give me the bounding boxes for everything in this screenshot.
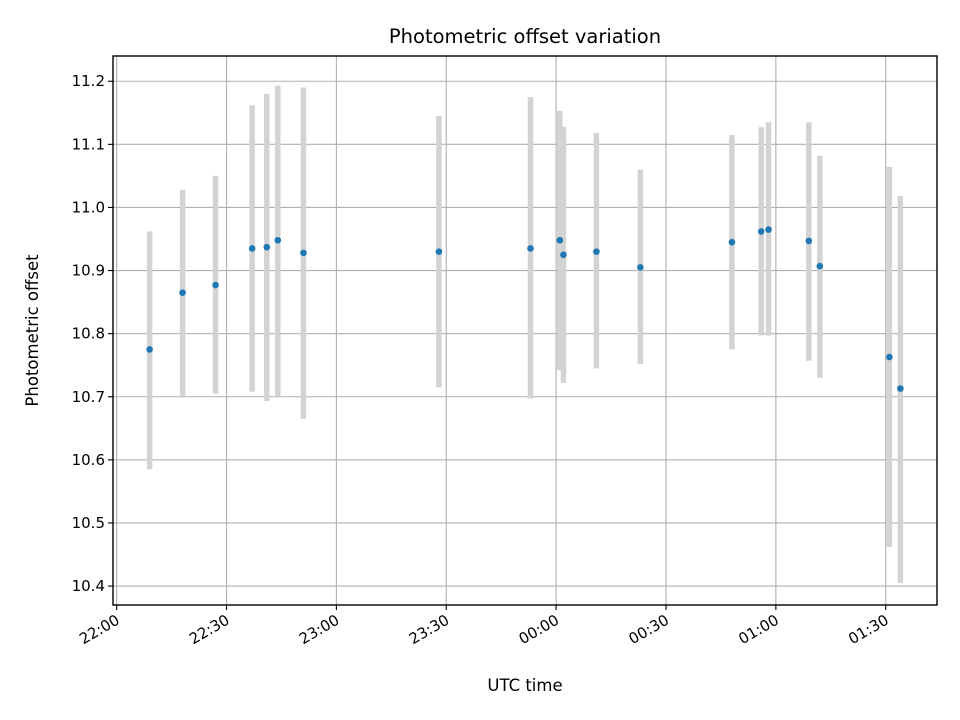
y-axis-ticks: 10.4 10.5 10.6 10.7 10.8 10.9 11.0 11.1 11.2	[72, 72, 113, 595]
y-tick-label: 10.7	[72, 388, 105, 406]
data-point	[637, 264, 644, 271]
data-point	[816, 262, 824, 270]
y-tick-label: 10.6	[72, 451, 105, 469]
chart-title: Photometric offset variation	[389, 25, 661, 48]
plot-frame	[112, 55, 938, 606]
data-point	[248, 245, 256, 252]
data-point	[274, 236, 282, 244]
data-point	[593, 248, 600, 255]
y-tick-label: 11.1	[72, 135, 105, 153]
data-point	[886, 353, 893, 361]
data-point	[897, 385, 904, 392]
x-axis-label: UTC time	[487, 676, 562, 695]
data-point	[805, 237, 813, 245]
grid	[113, 56, 937, 605]
data-point	[527, 245, 534, 252]
data-point	[263, 243, 271, 251]
y-axis-label: Photometric offset	[23, 254, 42, 407]
data-point	[435, 248, 443, 255]
data-point	[728, 238, 736, 246]
data-point	[146, 346, 153, 353]
data-point	[300, 249, 307, 257]
data-points	[146, 226, 904, 392]
y-tick-label: 10.8	[72, 325, 105, 343]
data-point	[765, 226, 772, 233]
y-tick-label: 10.9	[72, 262, 105, 280]
y-tick-label: 11.0	[72, 198, 105, 216]
data-point	[757, 228, 765, 235]
y-tick-label: 10.4	[72, 577, 105, 595]
y-tick-label: 11.2	[72, 72, 105, 90]
data-point	[212, 281, 219, 289]
data-point	[556, 236, 564, 244]
y-tick-label: 10.5	[72, 514, 105, 532]
data-point	[179, 289, 186, 296]
data-point	[560, 251, 567, 259]
